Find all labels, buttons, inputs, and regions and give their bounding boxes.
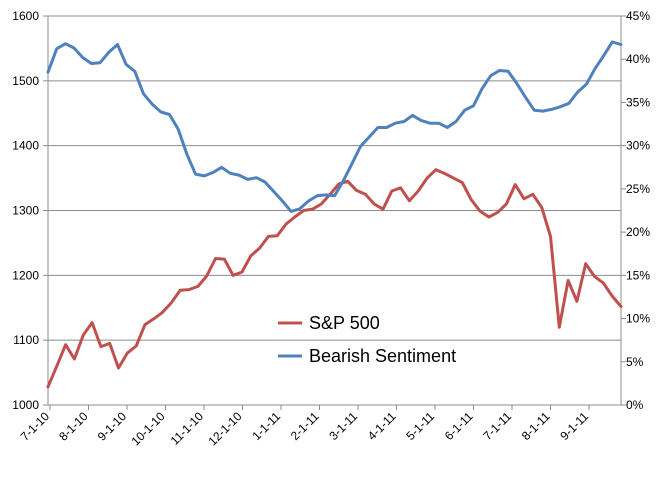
y-right-tick-label: 25% xyxy=(626,182,650,196)
x-tick-label: 4-1-11 xyxy=(365,409,399,443)
x-tick-label: 6-1-11 xyxy=(442,409,476,443)
y-left-tick-label: 1000 xyxy=(12,398,39,412)
y-left-tick-label: 1200 xyxy=(12,268,39,282)
x-axis-labels: 7-1-10 8-1-10 9-1-10 10-1-10 11-1-10 12-1-10 1… xyxy=(18,409,592,448)
x-tick-label: 2-1-11 xyxy=(288,409,322,443)
y-right-tick-label: 40% xyxy=(626,52,650,66)
x-tick-label: 9-1-10 xyxy=(95,409,130,444)
legend-label-s-p-500: S&P 500 xyxy=(309,313,380,333)
x-tick-label: 7-1-10 xyxy=(18,409,53,444)
x-tick-label: 9-1-11 xyxy=(557,409,591,443)
x-tick-label: 7-1-11 xyxy=(480,409,514,443)
y-axis-right-labels: 0% 5% 10% 15% 20% 25% 30% 35% 40% 45% xyxy=(626,9,650,412)
y-axis-left-labels: 1000 1100 1200 1300 1400 1500 1600 xyxy=(12,9,39,412)
axes xyxy=(43,15,626,410)
x-tick-label: 3-1-11 xyxy=(326,409,360,443)
y-right-tick-label: 5% xyxy=(626,355,644,369)
y-right-tick-label: 45% xyxy=(626,9,650,23)
x-tick-label: 8-1-11 xyxy=(519,409,553,443)
y-right-tick-label: 10% xyxy=(626,312,650,326)
gridlines xyxy=(48,15,621,341)
x-tick-label: 10-1-10 xyxy=(128,409,167,448)
y-right-tick-label: 0% xyxy=(626,398,644,412)
legend: S&P 500 Bearish Sentiment xyxy=(278,313,456,366)
y-right-tick-label: 15% xyxy=(626,268,650,282)
y-right-tick-label: 20% xyxy=(626,225,650,239)
y-left-tick-label: 1100 xyxy=(13,333,39,347)
y-right-tick-label: 35% xyxy=(626,95,650,109)
x-tick-label: 12-1-10 xyxy=(205,409,244,448)
y-left-tick-label: 1600 xyxy=(12,9,39,23)
x-tick-label: 8-1-10 xyxy=(56,409,91,444)
y-right-tick-label: 30% xyxy=(626,139,650,153)
series-line-bearish-sentiment xyxy=(46,40,623,213)
y-left-tick-label: 1500 xyxy=(12,74,39,88)
x-tick-label: 5-1-11 xyxy=(403,409,437,443)
y-left-tick-label: 1400 xyxy=(12,139,39,153)
x-tick-label: 11-1-10 xyxy=(168,409,207,448)
x-tick-label: 1-1-11 xyxy=(249,409,283,443)
series-lines xyxy=(46,40,623,389)
legend-label-bearish-sentiment: Bearish Sentiment xyxy=(309,346,456,366)
y-left-tick-label: 1300 xyxy=(12,204,39,218)
series-line-s-p-500 xyxy=(46,168,623,389)
